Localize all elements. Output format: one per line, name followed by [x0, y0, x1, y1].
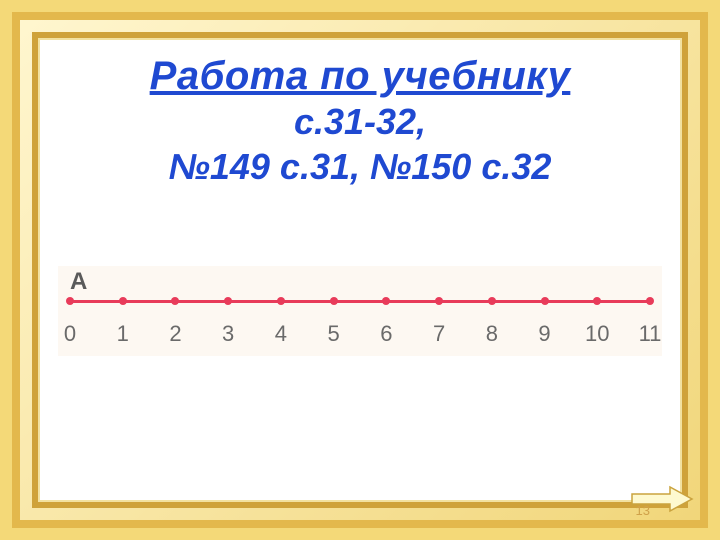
- tick: 8: [477, 292, 507, 347]
- tick-dot: [541, 297, 549, 305]
- tick-dot: [66, 297, 74, 305]
- tick-label: 3: [213, 321, 243, 347]
- tick: 9: [530, 292, 560, 347]
- tick-dot: [330, 297, 338, 305]
- tick-label: 8: [477, 321, 507, 347]
- tick-dot: [646, 297, 654, 305]
- tick-label: 6: [371, 321, 401, 347]
- tick-dot: [382, 297, 390, 305]
- tick-label: 10: [582, 321, 612, 347]
- tick-dot: [488, 297, 496, 305]
- slide-subtitle-line1: с.31-32,: [48, 99, 672, 144]
- tick: 3: [213, 292, 243, 347]
- tick-label: 7: [424, 321, 454, 347]
- tick: 2: [160, 292, 190, 347]
- tick: 6: [371, 292, 401, 347]
- tick-label: 0: [55, 321, 85, 347]
- tick: 1: [108, 292, 138, 347]
- tick: 7: [424, 292, 454, 347]
- number-line: A 01234567891011: [58, 266, 662, 356]
- number-line-ticks: 01234567891011: [70, 292, 650, 342]
- tick: 11: [635, 292, 665, 347]
- tick-label: 4: [266, 321, 296, 347]
- tick-dot: [435, 297, 443, 305]
- next-slide-button[interactable]: [630, 484, 694, 514]
- tick-label: 9: [530, 321, 560, 347]
- tick-label: 11: [635, 321, 665, 347]
- tick-label: 2: [160, 321, 190, 347]
- tick: 4: [266, 292, 296, 347]
- slide-title: Работа по учебнику: [48, 54, 672, 99]
- arrow-right-icon: [630, 484, 694, 514]
- slide: Работа по учебнику с.31-32, №149 с.31, №…: [0, 0, 720, 540]
- tick: 5: [319, 292, 349, 347]
- tick-dot: [171, 297, 179, 305]
- tick: 10: [582, 292, 612, 347]
- tick-label: 5: [319, 321, 349, 347]
- tick-dot: [119, 297, 127, 305]
- content-area: Работа по учебнику с.31-32, №149 с.31, №…: [48, 48, 672, 492]
- slide-subtitle-line2: №149 с.31, №150 с.32: [48, 144, 672, 189]
- tick-dot: [277, 297, 285, 305]
- tick-dot: [224, 297, 232, 305]
- tick-dot: [593, 297, 601, 305]
- tick: 0: [55, 292, 85, 347]
- tick-label: 1: [108, 321, 138, 347]
